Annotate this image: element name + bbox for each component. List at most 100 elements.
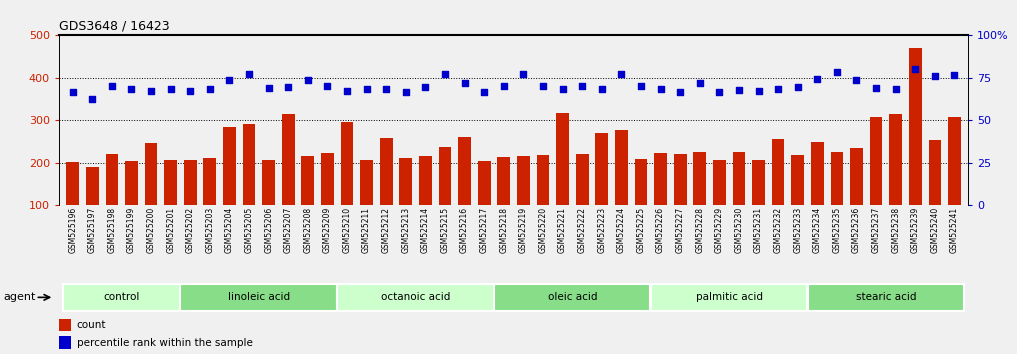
Bar (223, 127, 236, 248)
Text: agent: agent (3, 292, 36, 302)
Point (358, 86, 374, 92)
Point (182, 88, 198, 94)
Bar (753, 160, 765, 248)
Bar (497, 157, 511, 248)
FancyBboxPatch shape (180, 284, 337, 311)
Point (770, 86, 786, 92)
Point (300, 77, 316, 82)
Bar (595, 133, 608, 248)
Bar (184, 160, 196, 248)
Point (319, 84, 336, 89)
Bar (341, 122, 353, 248)
Point (613, 71, 630, 76)
Point (868, 85, 884, 91)
Text: octanoic acid: octanoic acid (381, 292, 451, 302)
Point (907, 66, 923, 72)
Bar (165, 160, 177, 248)
Point (163, 86, 179, 92)
Bar (243, 124, 255, 248)
Bar (870, 118, 883, 248)
Point (535, 84, 551, 89)
Bar (321, 153, 334, 248)
Bar (615, 130, 627, 248)
Text: GDS3648 / 16423: GDS3648 / 16423 (59, 20, 170, 33)
Bar (831, 152, 843, 248)
Bar (654, 154, 667, 248)
Bar (400, 158, 412, 248)
Point (339, 88, 355, 94)
FancyBboxPatch shape (63, 284, 180, 311)
Point (417, 84, 433, 90)
Bar (125, 161, 138, 248)
Bar (106, 154, 118, 248)
Point (848, 77, 864, 82)
Bar (419, 156, 432, 248)
Point (260, 85, 277, 91)
Text: linoleic acid: linoleic acid (228, 292, 290, 302)
Bar (360, 160, 373, 248)
Point (554, 86, 571, 92)
Text: oleic acid: oleic acid (547, 292, 597, 302)
FancyBboxPatch shape (338, 284, 493, 311)
Point (653, 86, 669, 92)
Bar (478, 161, 490, 248)
Bar (694, 152, 706, 248)
Point (829, 69, 845, 75)
Point (476, 90, 492, 95)
Point (789, 84, 805, 90)
Point (516, 71, 532, 76)
Bar (772, 139, 784, 248)
Bar (438, 147, 452, 248)
Point (633, 84, 649, 89)
Point (64, 90, 80, 95)
Point (378, 86, 395, 92)
Point (437, 72, 454, 77)
Bar (791, 155, 804, 248)
Point (241, 71, 257, 76)
Bar (732, 152, 745, 248)
Bar (85, 167, 99, 248)
Point (104, 83, 120, 88)
Point (751, 88, 767, 94)
Bar (282, 114, 295, 248)
Bar (380, 138, 393, 248)
Point (692, 80, 708, 86)
Text: stearic acid: stearic acid (855, 292, 916, 302)
Bar (929, 140, 942, 248)
Bar (576, 154, 589, 248)
FancyBboxPatch shape (651, 284, 807, 311)
Bar (713, 160, 726, 248)
Bar (811, 142, 824, 248)
Point (888, 86, 904, 92)
Point (810, 76, 826, 81)
Point (222, 78, 238, 83)
FancyBboxPatch shape (807, 284, 964, 311)
Bar (144, 143, 158, 248)
Bar (59, 336, 71, 349)
Text: count: count (77, 320, 107, 330)
Bar (537, 155, 549, 248)
Bar (674, 154, 686, 248)
Point (84, 96, 101, 102)
Bar (889, 114, 902, 248)
Bar (635, 159, 647, 248)
Bar (850, 148, 862, 248)
Point (711, 90, 727, 95)
Point (398, 90, 414, 95)
Point (457, 80, 473, 86)
Point (495, 84, 512, 89)
Bar (66, 162, 79, 248)
Bar (948, 118, 961, 248)
Bar (262, 160, 275, 248)
FancyBboxPatch shape (494, 284, 650, 311)
Point (672, 90, 689, 95)
Bar (203, 158, 217, 248)
Bar (459, 137, 471, 248)
Point (280, 84, 296, 90)
Bar (59, 319, 71, 331)
Point (574, 83, 590, 88)
Point (947, 73, 963, 78)
Point (594, 86, 610, 92)
Bar (517, 156, 530, 248)
Text: palmitic acid: palmitic acid (696, 292, 763, 302)
